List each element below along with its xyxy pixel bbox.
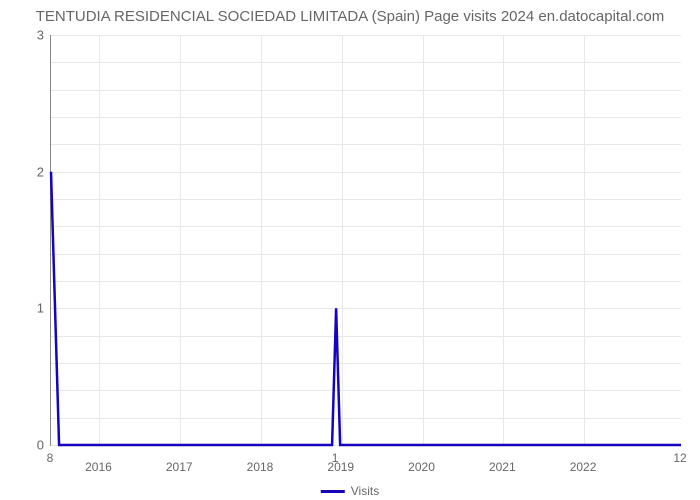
ytick-label: 1: [37, 301, 44, 316]
data-point-label: 1: [332, 451, 339, 465]
ytick-label: 3: [37, 28, 44, 43]
ytick-label: 2: [37, 164, 44, 179]
data-point-label: 12: [673, 451, 686, 465]
xtick-label: 2016: [85, 460, 112, 474]
line-plot: [51, 35, 681, 445]
xtick-label: 2017: [166, 460, 193, 474]
plot-area: [50, 35, 681, 446]
chart-container: TENTUDIA RESIDENCIAL SOCIEDAD LIMITADA (…: [0, 0, 700, 500]
xtick-label: 2020: [408, 460, 435, 474]
data-point-label: 8: [47, 451, 54, 465]
xtick-label: 2018: [247, 460, 274, 474]
xtick-label: 2021: [489, 460, 516, 474]
ytick-label: 0: [37, 438, 44, 453]
legend: Visits: [321, 484, 379, 498]
legend-swatch: [321, 490, 345, 493]
xtick-label: 2022: [570, 460, 597, 474]
chart-title: TENTUDIA RESIDENCIAL SOCIEDAD LIMITADA (…: [0, 0, 700, 29]
legend-label: Visits: [351, 484, 379, 498]
